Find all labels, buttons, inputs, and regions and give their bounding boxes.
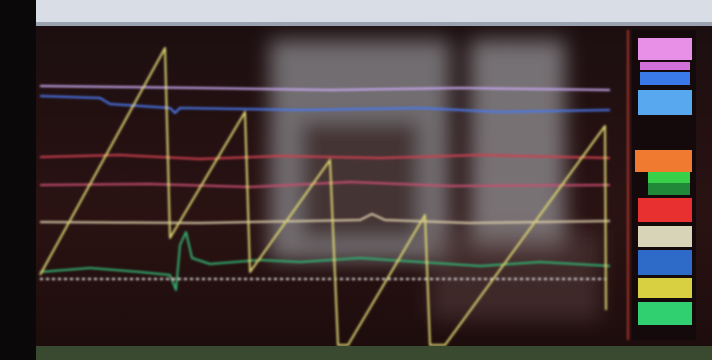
page (0, 0, 712, 360)
channel-box (638, 302, 692, 325)
channel-box (638, 90, 692, 115)
channel-box (635, 150, 692, 172)
channel-panel (632, 30, 696, 340)
channel-box (648, 172, 690, 183)
channel-box (638, 198, 692, 222)
channel-box (638, 278, 692, 298)
channel-box (640, 72, 690, 85)
toolbar (36, 0, 712, 24)
channel-box (638, 226, 692, 247)
toolbar-edge (36, 22, 712, 26)
channel-box (648, 183, 690, 195)
channel-box (640, 62, 690, 70)
screen-photo (0, 0, 712, 360)
status-bar (36, 346, 712, 360)
channel-box (638, 250, 692, 275)
channel-box (638, 38, 692, 60)
